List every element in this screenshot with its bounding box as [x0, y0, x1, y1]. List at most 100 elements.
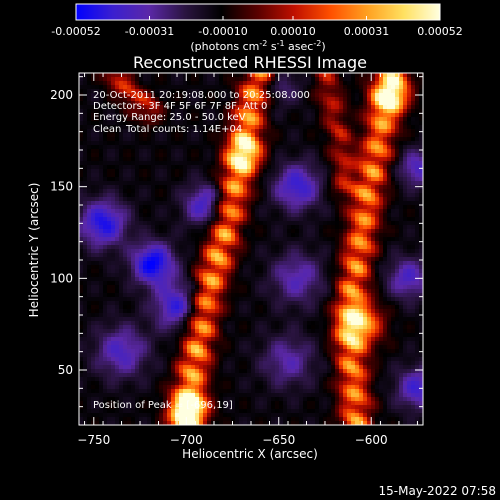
- heatmap-cell: [131, 205, 136, 210]
- heatmap-cell: [139, 125, 144, 130]
- heatmap-cell: [187, 225, 192, 230]
- heatmap-cell: [147, 209, 152, 214]
- heatmap-cell: [207, 257, 212, 262]
- heatmap-cell: [327, 177, 332, 182]
- heatmap-cell: [251, 225, 256, 230]
- heatmap-cell: [387, 197, 392, 202]
- heatmap-cell: [407, 125, 412, 130]
- heatmap-cell: [399, 109, 404, 114]
- heatmap-cell: [243, 209, 248, 214]
- heatmap-cell: [259, 229, 264, 234]
- heatmap-cell: [391, 77, 396, 82]
- heatmap-cell: [103, 265, 108, 270]
- heatmap-cell: [311, 193, 316, 198]
- heatmap-cell: [367, 129, 372, 134]
- heatmap-cell: [299, 201, 304, 206]
- heatmap-cell: [407, 133, 412, 138]
- heatmap-cell: [343, 165, 348, 170]
- heatmap-cell: [151, 261, 156, 266]
- heatmap-cell: [171, 261, 176, 266]
- heatmap-cell: [395, 201, 400, 206]
- heatmap-cell: [287, 149, 292, 154]
- heatmap-cell: [223, 261, 228, 266]
- heatmap-cell: [367, 181, 372, 186]
- heatmap-cell: [147, 129, 152, 134]
- heatmap-cell: [379, 265, 384, 270]
- heatmap-cell: [327, 85, 332, 90]
- heatmap-cell: [251, 109, 256, 114]
- heatmap-cell: [343, 237, 348, 242]
- heatmap-cell: [115, 129, 120, 134]
- heatmap-cell: [315, 165, 320, 170]
- heatmap-cell: [299, 225, 304, 230]
- heatmap-cell: [311, 225, 316, 230]
- heatmap-cell: [371, 197, 376, 202]
- heatmap-cell: [263, 277, 268, 282]
- heatmap-cell: [87, 97, 92, 102]
- heatmap-cell: [299, 133, 304, 138]
- heatmap-cell: [199, 93, 204, 98]
- heatmap-cell: [283, 141, 288, 146]
- heatmap-cell: [175, 77, 180, 82]
- heatmap-cell: [371, 241, 376, 246]
- heatmap-cell: [315, 201, 320, 206]
- heatmap-cell: [311, 173, 316, 178]
- heatmap-cell: [371, 145, 376, 150]
- heatmap-cell: [203, 149, 208, 154]
- heatmap-cell: [179, 81, 184, 86]
- heatmap-cell: [279, 129, 284, 134]
- heatmap-cell: [155, 233, 160, 238]
- heatmap-cell: [379, 121, 384, 126]
- heatmap-cell: [375, 161, 380, 166]
- heatmap-cell: [215, 277, 220, 282]
- heatmap-cell: [195, 97, 200, 102]
- heatmap-cell: [267, 245, 272, 250]
- heatmap-cell: [371, 217, 376, 222]
- heatmap-cell: [151, 193, 156, 198]
- heatmap-cell: [207, 265, 212, 270]
- heatmap-cell: [223, 101, 228, 106]
- heatmap-cell: [151, 285, 156, 290]
- heatmap-cell: [191, 141, 196, 146]
- heatmap-cell: [383, 169, 388, 174]
- heatmap-cell: [131, 237, 136, 242]
- heatmap-cell: [287, 141, 292, 146]
- heatmap-cell: [139, 185, 144, 190]
- heatmap-cell: [347, 161, 352, 166]
- heatmap-cell: [347, 97, 352, 102]
- heatmap-cell: [407, 109, 412, 114]
- heatmap-cell: [303, 213, 308, 218]
- heatmap-cell: [211, 153, 216, 158]
- heatmap-cell: [187, 161, 192, 166]
- heatmap-cell: [179, 137, 184, 142]
- heatmap-cell: [375, 213, 380, 218]
- heatmap-cell: [247, 109, 252, 114]
- heatmap-cell: [347, 229, 352, 234]
- heatmap-cell: [247, 141, 252, 146]
- heatmap-cell: [175, 113, 180, 118]
- heatmap-cell: [211, 249, 216, 254]
- heatmap-cell: [271, 213, 276, 218]
- heatmap-cell: [131, 185, 136, 190]
- heatmap-cell: [315, 73, 320, 78]
- heatmap-cell: [387, 285, 392, 290]
- heatmap-cell: [335, 285, 340, 290]
- heatmap-cell: [219, 109, 224, 114]
- heatmap-cell: [195, 113, 200, 118]
- heatmap-cell: [319, 261, 324, 266]
- heatmap-cell: [87, 209, 92, 214]
- heatmap-cell: [103, 229, 108, 234]
- heatmap-cell: [339, 173, 344, 178]
- heatmap-cell: [135, 229, 140, 234]
- heatmap-cell: [355, 193, 360, 198]
- heatmap-cell: [327, 169, 332, 174]
- heatmap-cell: [211, 289, 216, 294]
- heatmap-cell: [359, 205, 364, 210]
- heatmap-cell: [339, 93, 344, 98]
- heatmap-cell: [411, 137, 416, 142]
- heatmap-cell: [267, 85, 272, 90]
- heatmap-cell: [95, 181, 100, 186]
- heatmap-cell: [287, 253, 292, 258]
- heatmap-cell: [407, 265, 412, 270]
- heatmap-cell: [231, 217, 236, 222]
